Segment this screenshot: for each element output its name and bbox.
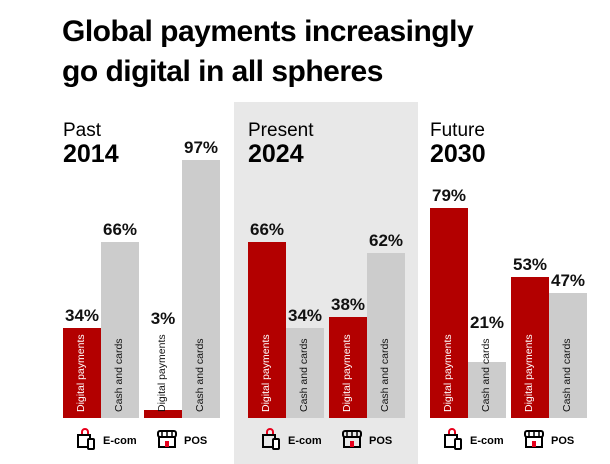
title-line-2: go digital in all spheres	[62, 55, 383, 88]
bar-cash	[286, 327, 324, 418]
category-pos: POS	[156, 428, 207, 453]
bar-cash	[549, 292, 587, 418]
shopping-bag-phone-icon	[260, 428, 282, 453]
data-label: 66%	[249, 220, 285, 240]
period-label: Present	[248, 120, 314, 141]
data-label: 97%	[183, 137, 219, 157]
category-label: E-com	[288, 434, 322, 447]
shopping-bag-phone-icon	[442, 428, 464, 453]
data-label: 79%	[431, 185, 467, 205]
data-label: 3%	[150, 309, 176, 328]
bar-series-label: Digital payments	[156, 334, 168, 412]
bar-digital	[248, 242, 286, 418]
data-label: 38%	[330, 294, 366, 314]
storefront-icon	[341, 428, 363, 453]
bar-series-label: Digital payments	[442, 334, 454, 412]
bar-series-label: Digital payments	[75, 334, 87, 412]
category-label: E-com	[470, 434, 504, 447]
category-pos: POS	[523, 428, 574, 453]
chart-title: Global payments increasingly go digital …	[62, 12, 474, 92]
bar-digital	[511, 277, 549, 418]
category-label: E-com	[103, 434, 137, 447]
bar-series-label: Cash and cards	[480, 338, 492, 412]
bar-series-label: Cash and cards	[298, 338, 310, 412]
bar-cash	[101, 242, 139, 418]
title-line-1: Global payments increasingly	[62, 15, 474, 48]
year-label: 2030	[430, 140, 486, 168]
bar-cash	[367, 253, 405, 418]
data-label: 34%	[64, 305, 100, 325]
bar-series-label: Digital payments	[523, 334, 535, 412]
bar-series-label: Digital payments	[341, 334, 353, 412]
bar-cash	[182, 159, 220, 418]
bar-digital	[144, 410, 182, 418]
data-label: 66%	[102, 220, 138, 240]
shopping-bag-phone-icon	[75, 428, 97, 453]
data-label: 53%	[512, 255, 548, 275]
category-label: POS	[184, 434, 208, 447]
data-label: 34%	[287, 305, 323, 325]
category-e-com: E-com	[260, 428, 322, 453]
bar-series-label: Cash and cards	[194, 338, 206, 412]
bar-series-label: Digital payments	[260, 334, 272, 412]
period-label: Past	[63, 120, 102, 141]
bar-digital	[430, 207, 468, 418]
bar-series-label: Cash and cards	[113, 338, 125, 412]
bar-series-label: Cash and cards	[379, 338, 391, 412]
bar-series-label: Cash and cards	[561, 338, 573, 412]
storefront-icon	[523, 428, 545, 453]
category-label: POS	[369, 434, 393, 447]
year-label: 2024	[248, 140, 304, 168]
period-label: Future	[430, 120, 485, 141]
bar-digital	[63, 327, 101, 418]
bar-cash	[468, 362, 506, 418]
storefront-icon	[156, 428, 178, 453]
category-e-com: E-com	[442, 428, 504, 453]
data-label: 21%	[469, 313, 505, 332]
data-label: 62%	[368, 231, 404, 251]
category-e-com: E-com	[75, 428, 137, 453]
category-pos: POS	[341, 428, 392, 453]
bar-digital	[329, 316, 367, 418]
category-label: POS	[551, 434, 575, 447]
year-label: 2014	[63, 140, 119, 168]
data-label: 47%	[550, 270, 586, 290]
